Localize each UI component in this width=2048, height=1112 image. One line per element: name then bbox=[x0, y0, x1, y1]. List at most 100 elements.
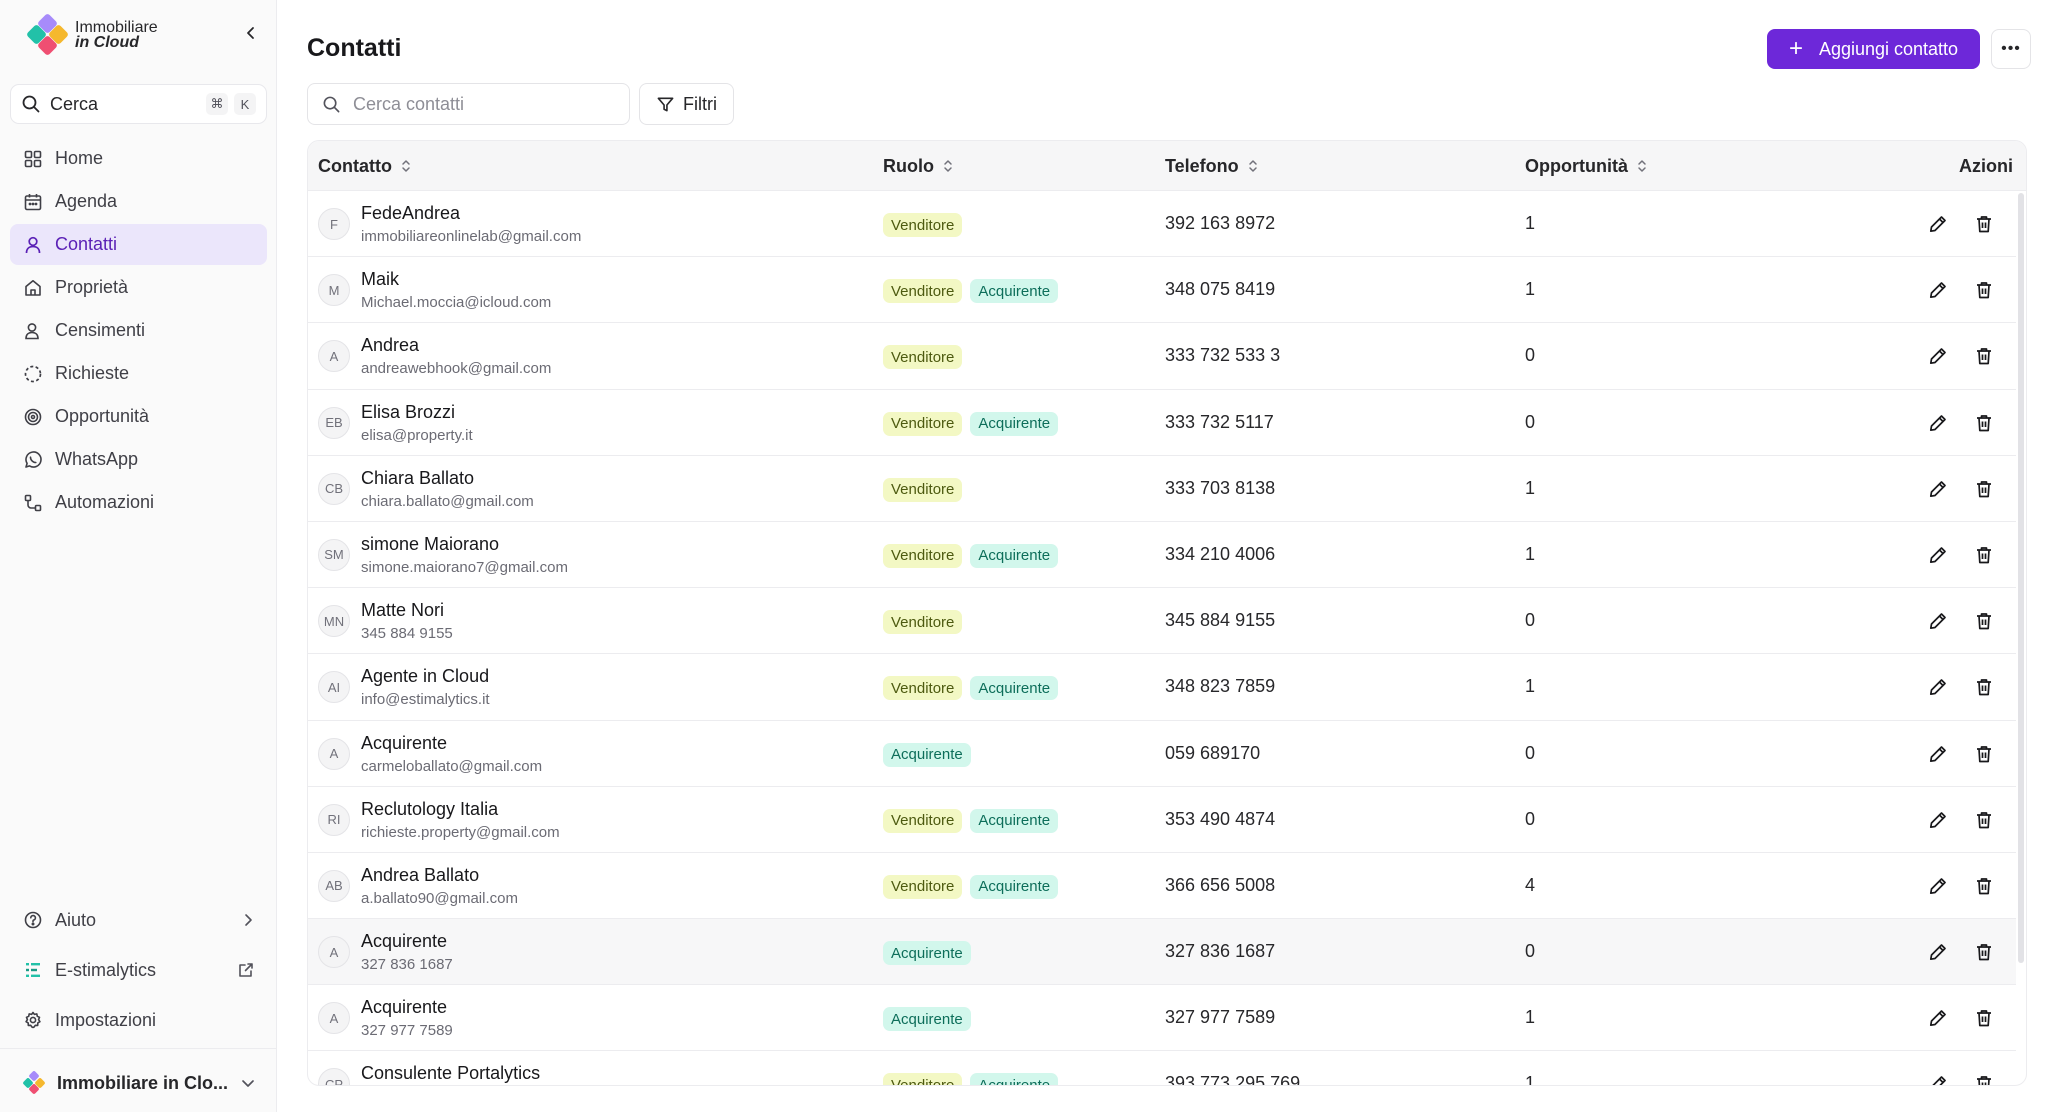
delete-button[interactable] bbox=[1971, 1005, 1997, 1031]
edit-button[interactable] bbox=[1925, 741, 1951, 767]
user-search-icon bbox=[25, 322, 39, 339]
table-scrollbar[interactable] bbox=[2018, 193, 2024, 963]
delete-button[interactable] bbox=[1971, 939, 1997, 965]
delete-button[interactable] bbox=[1971, 741, 1997, 767]
table-row[interactable]: A Acquirente 327 836 1687 Acquirente 327… bbox=[308, 919, 2016, 986]
opportunity-count: 1 bbox=[1525, 1007, 1536, 1028]
sidebar-item-impostazioni[interactable]: Impostazioni bbox=[10, 996, 267, 1044]
sidebar-item-label: Agenda bbox=[55, 191, 118, 211]
delete-button[interactable] bbox=[1971, 343, 1997, 369]
delete-button[interactable] bbox=[1971, 277, 1997, 303]
role-badges: Venditore Acquirente bbox=[883, 676, 1066, 701]
sidebar-item-contatti[interactable]: Contatti bbox=[10, 224, 267, 265]
contact-name: Acquirente bbox=[361, 931, 448, 952]
edit-button[interactable] bbox=[1925, 1071, 1951, 1085]
edit-button[interactable] bbox=[1925, 343, 1951, 369]
filter-button[interactable]: Filtri bbox=[639, 83, 734, 125]
role-badge-venditore: Venditore bbox=[883, 279, 963, 304]
sidebar-item-opportunita[interactable]: Opportunità bbox=[10, 396, 267, 437]
pencil-icon bbox=[1929, 745, 1946, 762]
edit-button[interactable] bbox=[1925, 807, 1951, 833]
table-row[interactable]: M Maik Michael.moccia@icloud.com Vendito… bbox=[308, 257, 2016, 324]
sidebar-item-agenda[interactable]: Agenda bbox=[10, 181, 267, 222]
more-options-button[interactable]: ••• bbox=[1991, 29, 2031, 69]
global-search[interactable]: Cerca ⌘ K bbox=[10, 84, 267, 124]
table-row[interactable]: EB Elisa Brozzi elisa@property.it Vendit… bbox=[308, 390, 2016, 456]
contact-detail: 327 836 1687 bbox=[361, 956, 453, 974]
grid-icon bbox=[24, 150, 42, 167]
column-opportunita[interactable]: Opportunità bbox=[1525, 141, 1648, 191]
table-row[interactable]: RI Reclutology Italia richieste.property… bbox=[308, 787, 2016, 853]
table-row[interactable]: CB Chiara Ballato chiara.ballato@gmail.c… bbox=[308, 456, 2016, 522]
brand-logo[interactable]: Immobiliare in Cloud bbox=[25, 12, 158, 57]
edit-button[interactable] bbox=[1925, 211, 1951, 237]
delete-button[interactable] bbox=[1971, 1071, 1997, 1085]
contact-detail: 345 884 9155 bbox=[361, 625, 453, 643]
sidebar-item-whatsapp[interactable]: WhatsApp bbox=[10, 439, 267, 480]
table-row[interactable]: AB Andrea Ballato a.ballato90@gmail.com … bbox=[308, 853, 2016, 920]
workspace-switcher[interactable]: Immobiliare in Clo... bbox=[10, 1062, 267, 1104]
pencil-icon bbox=[1929, 282, 1946, 299]
sidebar-item-estimalytics[interactable]: E-stimalytics bbox=[10, 946, 267, 994]
edit-button[interactable] bbox=[1925, 476, 1951, 502]
delete-button[interactable] bbox=[1971, 873, 1997, 899]
gear-icon bbox=[25, 1011, 41, 1029]
sidebar-item-label: Contatti bbox=[55, 234, 118, 254]
opportunity-count: 1 bbox=[1525, 213, 1536, 233]
edit-button[interactable] bbox=[1925, 542, 1951, 568]
opportunity-count: 0 bbox=[1525, 941, 1536, 962]
column-ruolo[interactable]: Ruolo bbox=[883, 141, 954, 191]
role-badge-venditore: Venditore bbox=[883, 477, 963, 502]
delete-button[interactable] bbox=[1971, 807, 1997, 833]
delete-button[interactable] bbox=[1971, 608, 1997, 634]
edit-button[interactable] bbox=[1925, 1005, 1951, 1031]
sidebar-item-automazioni[interactable]: Automazioni bbox=[10, 482, 267, 523]
contacts-search[interactable] bbox=[307, 83, 630, 125]
column-telefono[interactable]: Telefono bbox=[1165, 141, 1259, 191]
table-row[interactable]: A Acquirente 327 977 7589 Acquirente 327… bbox=[308, 985, 2016, 1052]
edit-button[interactable] bbox=[1925, 674, 1951, 700]
opportunity-count: 0 bbox=[1525, 808, 1536, 829]
pencil-icon bbox=[1929, 613, 1946, 630]
table-row[interactable]: AI Agente in Cloud info@estimalytics.it … bbox=[308, 654, 2016, 721]
table-row[interactable]: MN Matte Nori 345 884 9155 Venditore 345… bbox=[308, 588, 2016, 655]
search-input[interactable] bbox=[353, 93, 613, 115]
delete-button[interactable] bbox=[1971, 542, 1997, 568]
role-badge-venditore: Venditore bbox=[883, 1073, 963, 1085]
table-row[interactable]: CP Consulente Portalytics Venditore Acqui… bbox=[308, 1051, 2016, 1085]
opportunity-count: 1 bbox=[1525, 676, 1536, 697]
sidebar-item-home[interactable]: Home bbox=[10, 138, 267, 179]
column-contatto[interactable]: Contatto bbox=[318, 141, 412, 191]
collapse-sidebar-button[interactable] bbox=[240, 22, 262, 44]
add-contact-button[interactable]: + Aggiungi contatto bbox=[1767, 29, 1980, 69]
role-badge-acquirente: Acquirente bbox=[970, 411, 1059, 436]
delete-button[interactable] bbox=[1971, 674, 1997, 700]
brand-line1: Immobiliare bbox=[75, 19, 158, 36]
sidebar-item-richieste[interactable]: Richieste bbox=[10, 353, 267, 394]
sidebar-item-label: Automazioni bbox=[55, 492, 155, 512]
table-row[interactable]: A Andrea andreawebhook@gmail.com Vendito… bbox=[308, 323, 2016, 390]
delete-button[interactable] bbox=[1971, 476, 1997, 502]
opportunity-count: 1 bbox=[1525, 543, 1536, 564]
contact-detail: 327 977 7589 bbox=[361, 1022, 453, 1040]
contact-phone: 345 884 9155 bbox=[1165, 610, 1276, 631]
sidebar-item-label: E-stimalytics bbox=[55, 959, 157, 980]
avatar: CP bbox=[318, 1068, 350, 1085]
contact-phone: 366 656 5008 bbox=[1165, 874, 1276, 895]
table-row[interactable]: SM simone Maiorano simone.maiorano7@gmai… bbox=[308, 522, 2016, 589]
delete-button[interactable] bbox=[1971, 211, 1997, 237]
edit-button[interactable] bbox=[1925, 410, 1951, 436]
sidebar-item-aiuto[interactable]: Aiuto bbox=[10, 896, 267, 944]
sidebar-item-censimenti[interactable]: Censimenti bbox=[10, 310, 267, 351]
delete-button[interactable] bbox=[1971, 410, 1997, 436]
sidebar-item-proprieta[interactable]: Proprietà bbox=[10, 267, 267, 308]
table-row[interactable]: A Acquirente carmeloballato@gmail.com Ac… bbox=[308, 721, 2016, 787]
edit-button[interactable] bbox=[1925, 939, 1951, 965]
edit-button[interactable] bbox=[1925, 277, 1951, 303]
avatar: A bbox=[318, 936, 350, 969]
role-badges: Acquirente bbox=[883, 742, 979, 767]
search-label: Cerca bbox=[50, 93, 99, 114]
edit-button[interactable] bbox=[1925, 608, 1951, 634]
edit-button[interactable] bbox=[1925, 873, 1951, 899]
table-row[interactable]: F FedeAndrea immobiliareonlinelab@gmail.… bbox=[308, 191, 2016, 258]
